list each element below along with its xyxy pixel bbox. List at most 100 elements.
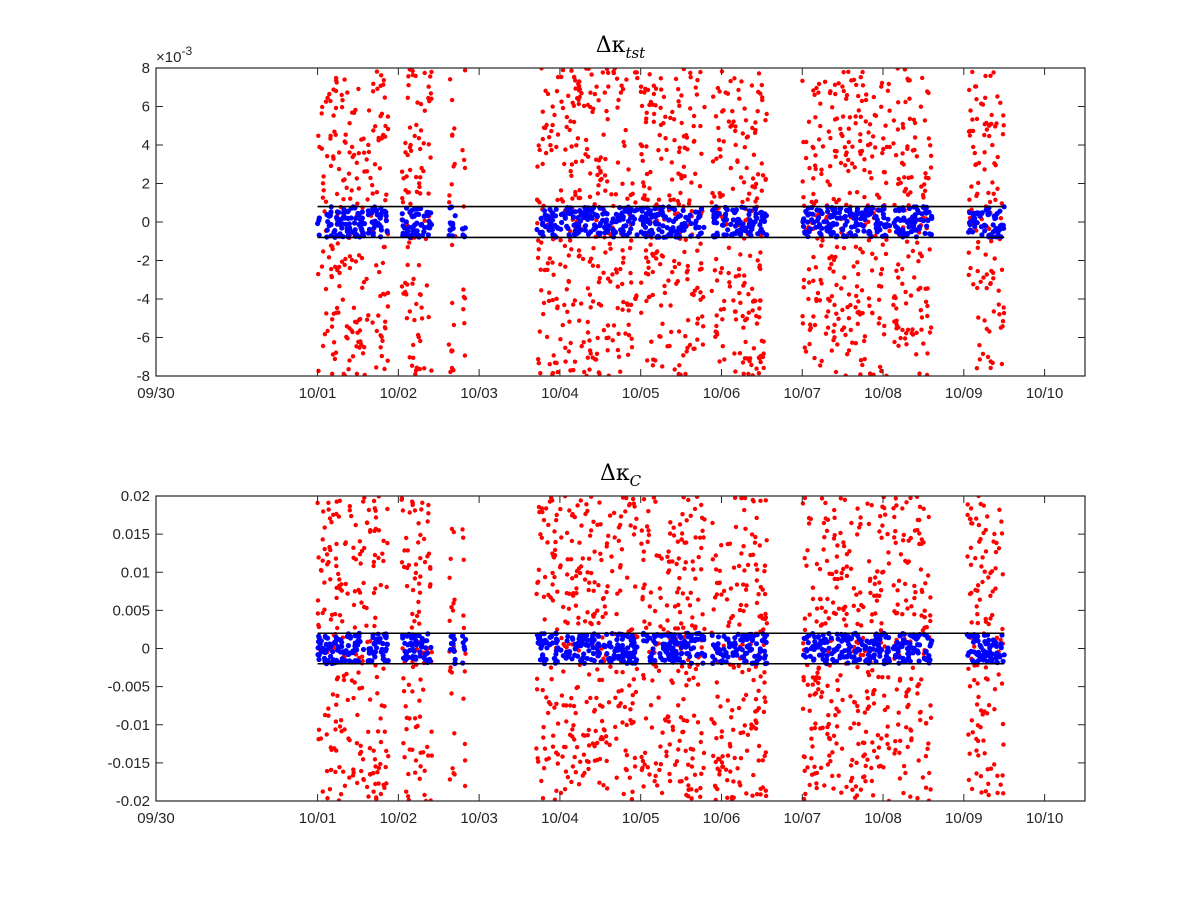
blue-data-point [342, 658, 348, 664]
blue-data-point [916, 658, 922, 664]
red-data-point [605, 348, 610, 353]
red-data-point [990, 589, 995, 594]
red-data-point [693, 85, 698, 90]
red-data-point [343, 581, 348, 587]
red-data-point [547, 256, 552, 261]
blue-data-point [975, 633, 981, 640]
red-data-point [600, 736, 605, 742]
red-data-point [910, 148, 916, 153]
blue-data-point [909, 221, 915, 227]
red-data-point [575, 503, 580, 508]
red-data-point [371, 128, 376, 133]
red-data-point [825, 731, 830, 737]
red-data-point [761, 709, 767, 715]
blue-data-point [874, 217, 881, 223]
red-data-point [689, 623, 695, 628]
blue-data-point [907, 658, 913, 664]
red-data-point [872, 581, 877, 587]
red-data-point [359, 685, 365, 690]
red-data-point [351, 602, 357, 608]
red-data-point [993, 566, 998, 571]
red-data-point [540, 687, 545, 693]
red-data-point [343, 256, 348, 262]
red-data-point [587, 292, 593, 297]
red-data-point [829, 699, 834, 704]
red-data-point [742, 723, 747, 728]
red-data-point [740, 360, 746, 365]
blue-data-point [584, 655, 590, 662]
red-data-point [377, 269, 382, 275]
red-data-point [329, 324, 335, 329]
red-data-point [619, 547, 625, 552]
red-data-point [403, 280, 408, 286]
red-data-point [400, 508, 406, 513]
red-data-point [342, 262, 347, 268]
blue-data-point [742, 650, 749, 657]
red-data-point [551, 353, 556, 358]
red-data-point [893, 153, 899, 158]
red-data-point [982, 122, 987, 127]
red-data-point [834, 149, 839, 154]
red-data-point [589, 72, 594, 77]
red-data-point [828, 759, 833, 764]
red-data-point [412, 576, 418, 581]
red-data-point [720, 344, 725, 349]
red-data-point [721, 108, 726, 113]
red-data-point [341, 673, 347, 678]
blue-data-point [924, 223, 930, 229]
red-data-point [854, 284, 860, 289]
red-data-point [974, 97, 979, 102]
blue-data-point [894, 639, 900, 646]
blue-data-point [448, 640, 454, 647]
red-data-point [562, 161, 567, 167]
red-data-point [725, 753, 731, 758]
red-data-point [543, 506, 549, 511]
red-data-point [540, 109, 545, 114]
red-data-point [859, 98, 865, 104]
red-data-point [370, 320, 375, 325]
red-data-point [679, 531, 685, 536]
blue-data-point [352, 633, 358, 639]
red-data-point [923, 286, 928, 291]
blue-data-point [535, 640, 541, 646]
red-data-point [966, 250, 971, 255]
red-data-point [372, 623, 377, 629]
red-data-point [851, 264, 856, 269]
red-data-point [728, 586, 734, 591]
red-data-point [880, 150, 885, 156]
red-data-point [419, 507, 424, 512]
blue-data-point [322, 633, 328, 640]
red-data-point [844, 564, 849, 569]
red-data-point [915, 527, 920, 533]
red-data-point [731, 795, 736, 800]
red-data-point [746, 667, 752, 673]
red-data-point [607, 513, 613, 518]
blue-data-point [664, 225, 670, 231]
red-data-point [461, 613, 466, 618]
red-data-point [719, 729, 725, 734]
red-data-point [725, 795, 730, 800]
blue-data-point [844, 218, 850, 224]
red-data-point [639, 280, 644, 285]
red-data-point [915, 796, 920, 801]
red-data-point [878, 588, 884, 593]
blue-data-point [410, 225, 416, 231]
blue-data-point [620, 656, 626, 662]
red-data-point [682, 249, 687, 255]
red-data-point [983, 789, 988, 794]
blue-data-point [337, 231, 343, 237]
red-data-point [866, 238, 872, 243]
red-data-point [967, 87, 972, 93]
y-tick-label: 4 [142, 137, 150, 154]
red-data-point [585, 154, 591, 159]
red-data-point [896, 100, 901, 105]
red-data-point [651, 111, 657, 117]
red-data-point [763, 793, 769, 799]
red-data-point [898, 180, 903, 185]
red-data-point [992, 707, 997, 712]
red-data-point [809, 199, 814, 205]
blue-data-point [339, 639, 345, 645]
blue-data-point [422, 652, 428, 658]
blue-data-point [715, 649, 721, 656]
blue-data-point [979, 210, 985, 216]
